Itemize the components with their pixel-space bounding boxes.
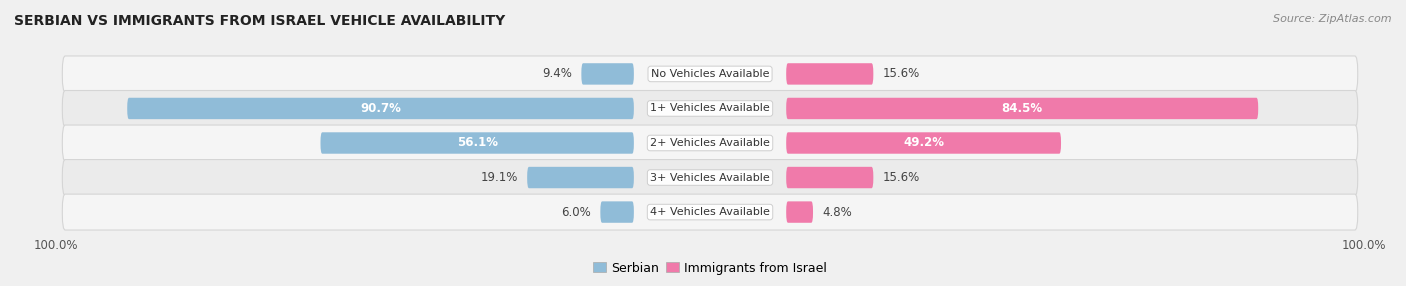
FancyBboxPatch shape — [581, 63, 634, 85]
FancyBboxPatch shape — [62, 194, 1358, 230]
Text: 49.2%: 49.2% — [903, 136, 943, 150]
Text: 9.4%: 9.4% — [541, 67, 572, 80]
Text: 15.6%: 15.6% — [883, 67, 920, 80]
Text: Source: ZipAtlas.com: Source: ZipAtlas.com — [1274, 14, 1392, 24]
FancyBboxPatch shape — [321, 132, 634, 154]
Text: SERBIAN VS IMMIGRANTS FROM ISRAEL VEHICLE AVAILABILITY: SERBIAN VS IMMIGRANTS FROM ISRAEL VEHICL… — [14, 14, 505, 28]
Text: 90.7%: 90.7% — [360, 102, 401, 115]
Text: No Vehicles Available: No Vehicles Available — [651, 69, 769, 79]
FancyBboxPatch shape — [786, 201, 813, 223]
Text: 2+ Vehicles Available: 2+ Vehicles Available — [650, 138, 770, 148]
Text: 56.1%: 56.1% — [457, 136, 498, 150]
FancyBboxPatch shape — [62, 160, 1358, 196]
Text: 3+ Vehicles Available: 3+ Vehicles Available — [650, 172, 770, 182]
FancyBboxPatch shape — [527, 167, 634, 188]
FancyBboxPatch shape — [127, 98, 634, 119]
Legend: Serbian, Immigrants from Israel: Serbian, Immigrants from Israel — [588, 257, 832, 279]
Text: 1+ Vehicles Available: 1+ Vehicles Available — [650, 104, 770, 114]
Text: 15.6%: 15.6% — [883, 171, 920, 184]
FancyBboxPatch shape — [62, 56, 1358, 92]
Text: 4.8%: 4.8% — [823, 206, 852, 219]
Text: 4+ Vehicles Available: 4+ Vehicles Available — [650, 207, 770, 217]
FancyBboxPatch shape — [600, 201, 634, 223]
FancyBboxPatch shape — [786, 132, 1062, 154]
FancyBboxPatch shape — [62, 125, 1358, 161]
Text: 6.0%: 6.0% — [561, 206, 591, 219]
Text: 84.5%: 84.5% — [1001, 102, 1043, 115]
Text: 19.1%: 19.1% — [481, 171, 517, 184]
FancyBboxPatch shape — [786, 167, 873, 188]
FancyBboxPatch shape — [786, 63, 873, 85]
FancyBboxPatch shape — [786, 98, 1258, 119]
FancyBboxPatch shape — [62, 90, 1358, 126]
